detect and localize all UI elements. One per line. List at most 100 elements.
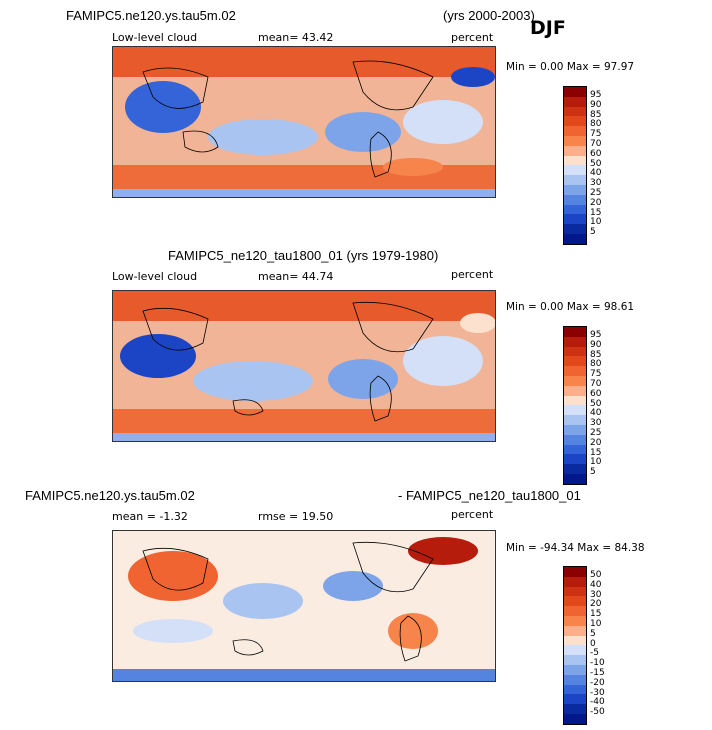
colorbar-tick-label: 85 [590, 109, 602, 120]
colorbar-tick-label: 10 [590, 618, 602, 629]
colorbar-tick-label: 75 [590, 369, 602, 380]
colorbar-swatch [564, 194, 586, 205]
colorbar-tick-label: 85 [590, 349, 602, 360]
colorbar-tick-label: 50 [590, 398, 602, 409]
colorbar-tick-label: 5 [590, 467, 596, 478]
colorbar-swatch [564, 405, 586, 416]
colorbar-swatch [564, 375, 586, 386]
colorbar-swatch [564, 645, 586, 656]
colorbar-swatch [564, 464, 586, 474]
panel3-units: percent [451, 508, 494, 521]
colorbar-swatch [564, 606, 586, 616]
panel1-minmax: Min = 0.00 Max = 97.97 [506, 61, 635, 73]
panel2-map-svg [113, 291, 495, 441]
season-label: DJF [530, 17, 566, 39]
panel2-minmax: Min = 0.00 Max = 98.61 [506, 301, 635, 313]
colorbar-swatch [564, 704, 586, 714]
panel1-mean: mean= 43.42 [258, 31, 334, 44]
colorbar-tick-label: 0 [590, 638, 596, 649]
panel1-title-left: FAMIPC5.ne120.ys.tau5m.02 [66, 8, 236, 23]
colorbar-swatch [564, 713, 586, 724]
colorbar-swatch [564, 444, 586, 455]
colorbar-tick-label: 50 [590, 158, 602, 169]
colorbar-swatch [564, 116, 586, 127]
colorbar-swatch [564, 87, 586, 97]
colorbar-tick-label: -5 [590, 648, 599, 659]
colorbar-swatch [564, 655, 586, 665]
colorbar-swatch [564, 184, 586, 195]
colorbar-swatch [564, 615, 586, 626]
colorbar-tick-label: 60 [590, 148, 602, 159]
colorbar-swatch [564, 204, 586, 215]
panel1-field-label: Low-level cloud [112, 31, 198, 44]
colorbar-tick-label: 15 [590, 609, 602, 620]
colorbar-swatch [564, 424, 586, 435]
colorbar-tick-label: -20 [590, 677, 605, 688]
colorbar-swatch [564, 336, 586, 347]
colorbar-swatch [564, 694, 586, 705]
colorbar-swatch [564, 366, 586, 376]
colorbar-tick-label: 40 [590, 579, 602, 590]
colorbar-tick-label: 20 [590, 599, 602, 610]
colorbar-swatch [564, 473, 586, 484]
colorbar-tick-label: 80 [590, 359, 602, 370]
panel2-title: FAMIPC5_ne120_tau1800_01 (yrs 1979-1980) [168, 248, 439, 263]
colorbar-tick-label: -30 [590, 687, 605, 698]
panel2-colorbar [563, 326, 587, 485]
colorbar-tick-label: -50 [590, 707, 605, 718]
colorbar-swatch [564, 567, 586, 577]
colorbar-tick-label: 5 [590, 227, 596, 238]
panel3-title-left: FAMIPC5.ne120.ys.tau5m.02 [25, 488, 195, 503]
colorbar-swatch [564, 346, 586, 357]
panel3-minmax: Min = -94.34 Max = 84.38 [506, 542, 645, 554]
panel2-units: percent [451, 268, 494, 281]
colorbar-tick-label: 75 [590, 129, 602, 140]
colorbar-tick-label: 15 [590, 447, 602, 458]
panel2-mean: mean= 44.74 [258, 270, 334, 283]
panel1-title-right: (yrs 2000-2003) [443, 8, 535, 23]
colorbar-tick-label: -10 [590, 658, 605, 669]
colorbar-swatch [564, 135, 586, 146]
colorbar-swatch [564, 395, 586, 406]
panel3-title-right: - FAMIPC5_ne120_tau1800_01 [398, 488, 581, 503]
colorbar-swatch [564, 434, 586, 445]
colorbar-tick-label: 90 [590, 339, 602, 350]
colorbar-tick-label: 70 [590, 378, 602, 389]
colorbar-swatch [564, 576, 586, 587]
colorbar-tick-label: 30 [590, 178, 602, 189]
colorbar-tick-label: 10 [590, 217, 602, 228]
colorbar-tick-label: 50 [590, 570, 602, 580]
panel3-colorbar [563, 566, 587, 725]
colorbar-swatch [564, 684, 586, 695]
panel1-units: percent [451, 31, 494, 44]
panel1-colorbar [563, 86, 587, 245]
colorbar-tick-label: 95 [590, 330, 602, 340]
panel1-colorbar-ticks: 95 90 85 80 75 70 60 50 40 30 25 20 15 10 5 [590, 90, 602, 238]
colorbar-swatch [564, 586, 586, 597]
colorbar-tick-label: 30 [590, 418, 602, 429]
colorbar-swatch [564, 126, 586, 136]
colorbar-swatch [564, 674, 586, 685]
colorbar-tick-label: 95 [590, 90, 602, 100]
colorbar-tick-label: 40 [590, 168, 602, 179]
colorbar-swatch [564, 145, 586, 156]
colorbar-swatch [564, 664, 586, 675]
colorbar-swatch [564, 415, 586, 425]
colorbar-tick-label: 90 [590, 99, 602, 110]
colorbar-swatch [564, 454, 586, 465]
panel3-map-svg [113, 531, 495, 681]
panel1-map-svg [113, 47, 495, 197]
colorbar-swatch [564, 233, 586, 244]
panel3-map [112, 530, 496, 682]
colorbar-swatch [564, 635, 586, 646]
panel2-map [112, 290, 496, 442]
colorbar-tick-label: 70 [590, 138, 602, 149]
colorbar-tick-label: 15 [590, 207, 602, 218]
colorbar-tick-label: 20 [590, 197, 602, 208]
panel3-colorbar-ticks: 50 40 30 20 15 10 5 0 -5 -10 -15 -20 -30 -40 -50 [590, 570, 605, 718]
colorbar-tick-label: 25 [590, 187, 602, 198]
panel2-field-label: Low-level cloud [112, 270, 198, 283]
colorbar-tick-label: 20 [590, 437, 602, 448]
colorbar-swatch [564, 96, 586, 107]
panel2-colorbar-ticks: 95 90 85 80 75 70 60 50 40 30 25 20 15 10 5 [590, 330, 602, 478]
